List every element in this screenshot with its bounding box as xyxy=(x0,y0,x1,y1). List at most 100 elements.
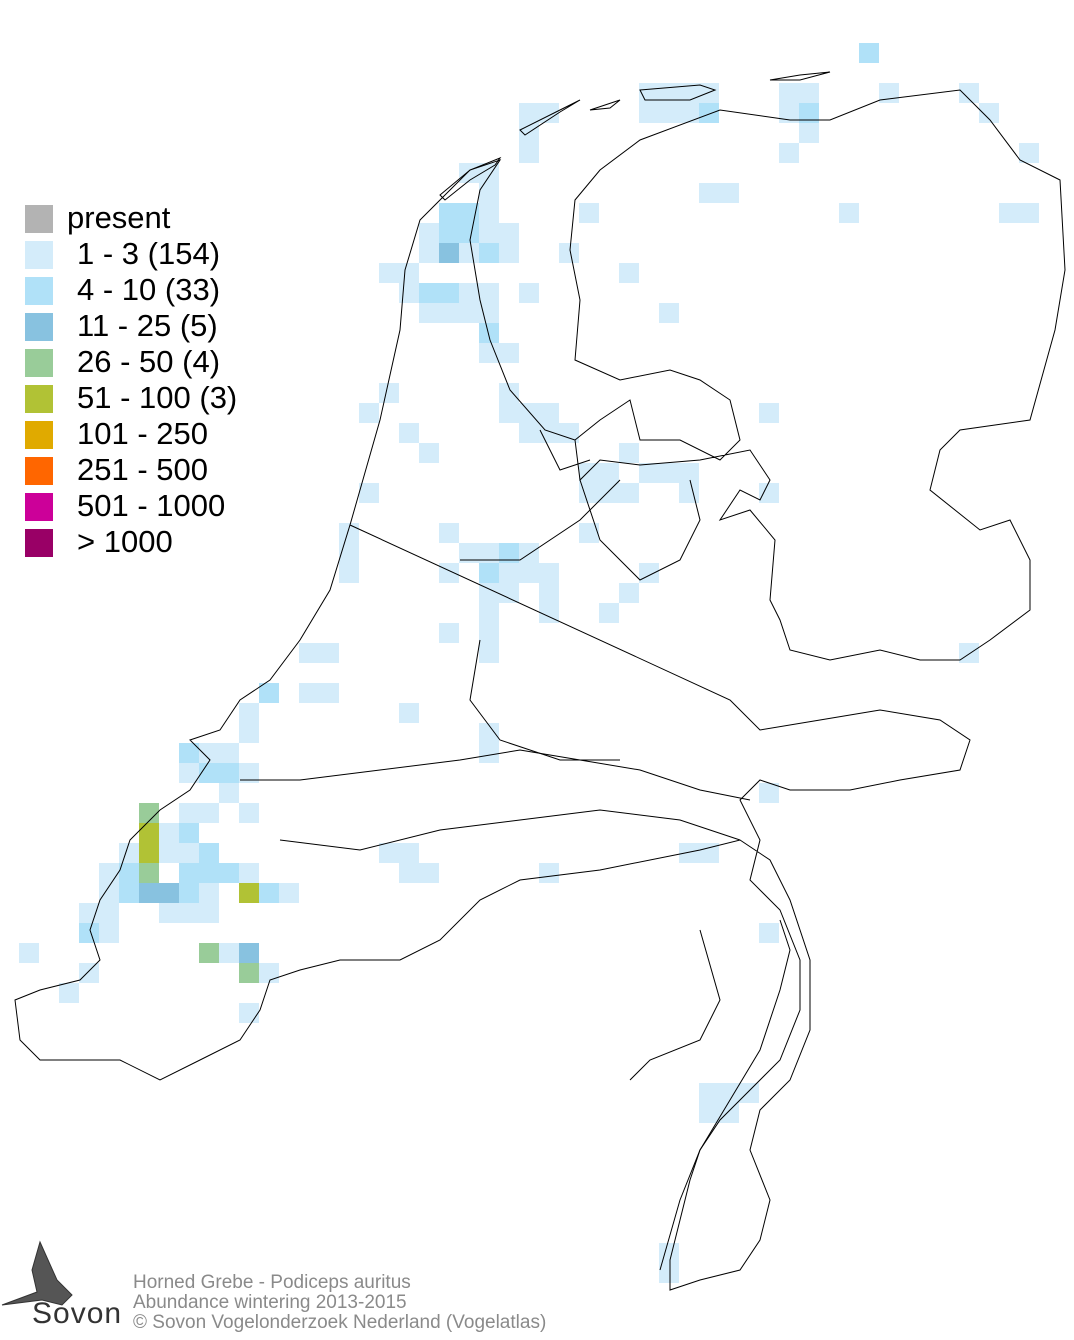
grid-cell xyxy=(459,283,479,303)
grid-cell xyxy=(459,223,479,243)
grid-cell xyxy=(199,903,219,923)
grid-cell xyxy=(479,563,499,583)
grid-cell xyxy=(639,563,659,583)
grid-cell xyxy=(459,243,479,263)
grid-cell xyxy=(519,423,539,443)
grid-cell xyxy=(239,803,259,823)
grid-cell xyxy=(319,643,339,663)
legend-swatch xyxy=(25,277,53,305)
grid-cell xyxy=(179,763,199,783)
grid-cell xyxy=(199,863,219,883)
grid-cell xyxy=(419,863,439,883)
legend-label: 251 - 500 xyxy=(77,452,208,487)
grid-cell xyxy=(179,843,199,863)
grid-cell xyxy=(699,1083,719,1103)
grid-cell xyxy=(339,543,359,563)
grid-cell xyxy=(699,843,719,863)
grid-cell xyxy=(539,583,559,603)
grid-cell xyxy=(499,583,519,603)
grid-cell xyxy=(419,223,439,243)
grid-cell xyxy=(659,1243,679,1263)
grid-cell xyxy=(259,683,279,703)
grid-cell xyxy=(479,243,499,263)
grid-cell xyxy=(139,863,159,883)
grid-cell xyxy=(279,883,299,903)
grid-cell xyxy=(659,463,679,483)
species-title: Horned Grebe - Podiceps auritus xyxy=(133,1272,411,1293)
legend-label: 501 - 1000 xyxy=(77,488,226,523)
grid-cell xyxy=(479,223,499,243)
grid-cell xyxy=(499,383,519,403)
grid-cell xyxy=(99,863,119,883)
legend-swatch xyxy=(25,493,53,521)
grid-cell xyxy=(499,243,519,263)
grid-cell xyxy=(699,83,719,103)
grid-cell xyxy=(519,143,539,163)
grid-cell xyxy=(99,883,119,903)
grid-cell xyxy=(799,83,819,103)
grid-cell xyxy=(959,643,979,663)
grid-cell xyxy=(239,863,259,883)
legend-swatch xyxy=(25,205,53,233)
grid-cell xyxy=(959,83,979,103)
grid-cell xyxy=(119,863,139,883)
grid-cell xyxy=(439,203,459,223)
grid-cell xyxy=(219,863,239,883)
grid-cell xyxy=(699,183,719,203)
province-borders xyxy=(460,429,721,1081)
legend-swatch xyxy=(25,385,53,413)
grid-cell xyxy=(539,403,559,423)
grid-cell xyxy=(499,403,519,423)
grid-cell xyxy=(199,763,219,783)
grid-cell xyxy=(539,563,559,583)
grid-cell xyxy=(539,863,559,883)
grid-cell xyxy=(599,463,619,483)
grid-cell xyxy=(339,523,359,543)
grid-cell xyxy=(239,763,259,783)
island-texel xyxy=(439,156,502,201)
legend-label: present xyxy=(67,200,171,235)
grid-cell xyxy=(499,563,519,583)
grid-cell xyxy=(319,683,339,703)
grid-cell xyxy=(239,703,259,723)
grid-cell xyxy=(579,483,599,503)
grid-cell xyxy=(499,223,519,243)
grid-cell xyxy=(479,323,499,343)
grid-cell xyxy=(779,103,799,123)
grid-cell xyxy=(379,263,399,283)
grid-cell xyxy=(479,723,499,743)
grid-cell xyxy=(599,603,619,623)
grid-cell xyxy=(239,1003,259,1023)
grid-cell xyxy=(439,243,459,263)
grid-cell xyxy=(399,423,419,443)
grid-cell xyxy=(479,283,499,303)
grid-cell xyxy=(479,163,499,183)
grid-cell xyxy=(439,623,459,643)
grid-cell xyxy=(99,923,119,943)
grid-cell xyxy=(419,443,439,463)
grid-cell xyxy=(639,103,659,123)
legend-label: > 1000 xyxy=(77,524,173,559)
grid-cell xyxy=(219,783,239,803)
grid-cell xyxy=(99,903,119,923)
grid-cell xyxy=(459,303,479,323)
grid-cell xyxy=(519,543,539,563)
grid-cell xyxy=(579,203,599,223)
grid-cell xyxy=(239,883,259,903)
grid-cell xyxy=(459,543,479,563)
grid-cell xyxy=(179,803,199,823)
grid-cell xyxy=(479,743,499,763)
grid-cell xyxy=(439,303,459,323)
legend-label: 11 - 25 (5) xyxy=(77,308,218,343)
grid-cell xyxy=(699,103,719,123)
legend-swatch xyxy=(25,457,53,485)
grid-cell xyxy=(439,223,459,243)
grid-cell xyxy=(479,603,499,623)
grid-cell xyxy=(399,703,419,723)
grid-cell xyxy=(779,83,799,103)
legend-swatch xyxy=(25,349,53,377)
grid-cell xyxy=(419,303,439,323)
grid-cell xyxy=(399,843,419,863)
grid-cell xyxy=(719,1103,739,1123)
